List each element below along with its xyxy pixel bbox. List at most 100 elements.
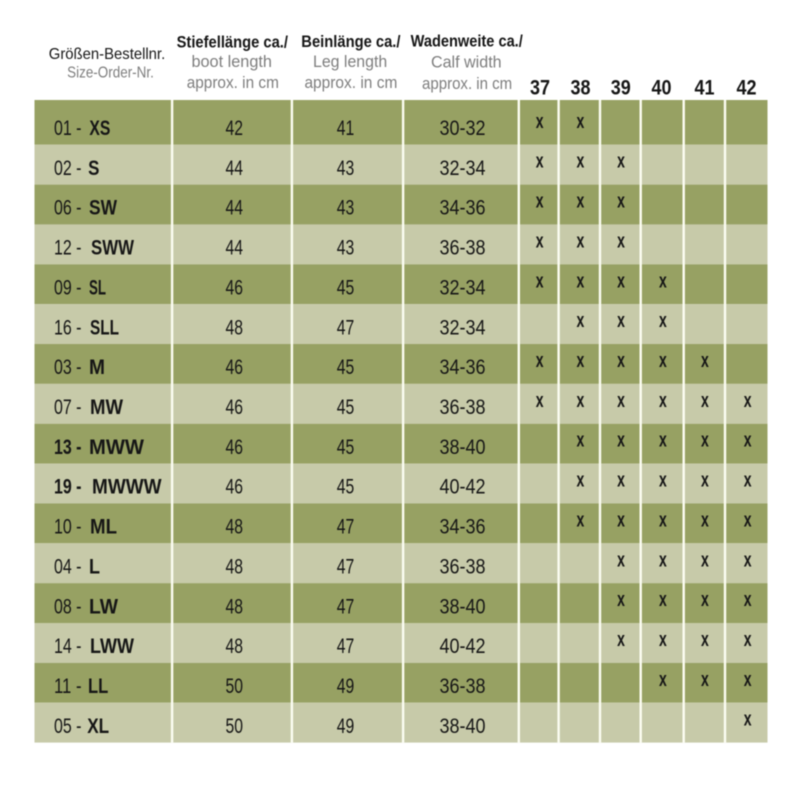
svg-text:approx. in cm: approx. in cm [304,73,397,92]
svg-text:Beinlänge ca./: Beinlänge ca./ [301,32,400,51]
svg-text:50: 50 [225,675,243,698]
svg-text:XL: XL [87,715,109,738]
svg-text:x: x [536,270,544,292]
svg-text:46: 46 [225,396,243,419]
svg-text:x: x [701,669,709,691]
svg-text:40: 40 [652,75,672,99]
svg-text:06 -: 06 - [54,197,82,220]
svg-text:48: 48 [225,555,243,578]
svg-text:x: x [536,111,544,133]
svg-text:36-38: 36-38 [440,675,486,698]
svg-text:LW: LW [89,595,118,618]
svg-text:36-38: 36-38 [440,396,486,419]
svg-text:S: S [88,157,99,180]
svg-text:47: 47 [337,516,355,539]
svg-text:x: x [536,230,544,252]
svg-text:L: L [89,555,100,578]
svg-text:43: 43 [337,157,355,180]
svg-text:Size-Order-Nr.: Size-Order-Nr. [67,64,154,81]
svg-text:M: M [89,356,105,379]
svg-text:x: x [536,350,544,372]
svg-text:14 -: 14 - [54,635,82,658]
svg-text:x: x [659,470,667,492]
svg-text:x: x [701,470,709,492]
svg-text:x: x [577,151,585,173]
svg-text:30-32: 30-32 [440,117,486,140]
svg-text:45: 45 [337,476,355,499]
svg-text:19 -: 19 - [54,476,82,499]
svg-text:36-38: 36-38 [440,237,486,260]
svg-text:x: x [659,390,667,412]
svg-text:48: 48 [225,516,243,539]
svg-text:x: x [744,509,752,531]
svg-text:13 -: 13 - [54,436,82,459]
svg-text:48: 48 [225,595,243,618]
svg-text:approx. in cm: approx. in cm [187,73,279,92]
svg-text:45: 45 [337,436,355,459]
svg-text:x: x [536,151,544,173]
svg-text:34-36: 34-36 [440,516,486,539]
svg-text:x: x [617,509,625,531]
svg-text:08 -: 08 - [54,595,82,618]
svg-text:47: 47 [337,555,355,578]
svg-text:x: x [617,470,625,492]
svg-text:05 -: 05 - [54,715,82,738]
svg-text:SWW: SWW [91,237,134,260]
svg-text:Stiefellänge ca./: Stiefellänge ca./ [177,33,289,52]
svg-text:x: x [659,509,667,531]
svg-text:36-38: 36-38 [440,555,486,578]
svg-text:44: 44 [225,237,243,260]
svg-text:38-40: 38-40 [440,595,486,618]
svg-text:x: x [617,629,625,651]
svg-text:37: 37 [530,75,550,99]
svg-text:38: 38 [571,75,591,99]
svg-text:49: 49 [337,675,355,698]
svg-text:x: x [617,230,625,252]
svg-text:x: x [659,430,667,452]
svg-text:41: 41 [337,117,355,140]
svg-text:48: 48 [225,316,243,339]
svg-text:x: x [744,470,752,492]
svg-text:x: x [617,350,625,372]
svg-text:SL: SL [89,276,106,299]
svg-text:x: x [536,191,544,213]
svg-text:41: 41 [695,75,715,99]
svg-text:12 -: 12 - [54,237,82,260]
svg-text:43: 43 [337,197,355,220]
svg-text:x: x [577,350,585,372]
svg-text:x: x [744,669,752,691]
svg-text:45: 45 [337,356,355,379]
svg-text:Leg length: Leg length [313,52,387,71]
svg-text:42: 42 [225,117,243,140]
svg-text:x: x [617,310,625,332]
svg-text:Größen-Bestellnr.: Größen-Bestellnr. [49,46,165,63]
svg-text:32-34: 32-34 [440,276,486,299]
svg-text:32-34: 32-34 [440,316,486,339]
svg-text:34-36: 34-36 [440,356,486,379]
svg-text:x: x [744,709,752,731]
svg-text:x: x [659,549,667,571]
svg-text:XS: XS [89,117,110,140]
svg-text:x: x [701,589,709,611]
svg-text:x: x [577,430,585,452]
svg-text:43: 43 [337,237,355,260]
svg-text:38-40: 38-40 [440,715,486,738]
svg-text:45: 45 [337,276,355,299]
svg-text:46: 46 [225,476,243,499]
svg-text:x: x [617,151,625,173]
svg-text:x: x [577,191,585,213]
svg-text:x: x [577,470,585,492]
svg-text:x: x [577,509,585,531]
svg-text:approx. in cm: approx. in cm [422,74,512,93]
svg-text:ML: ML [90,516,117,539]
svg-text:45: 45 [337,396,355,419]
svg-text:49: 49 [337,715,355,738]
svg-text:42: 42 [737,75,757,99]
svg-text:x: x [701,549,709,571]
svg-text:x: x [659,589,667,611]
svg-text:x: x [744,629,752,651]
svg-text:x: x [701,390,709,412]
svg-text:x: x [577,390,585,412]
svg-text:07 -: 07 - [54,396,82,419]
svg-text:LL: LL [88,675,108,698]
